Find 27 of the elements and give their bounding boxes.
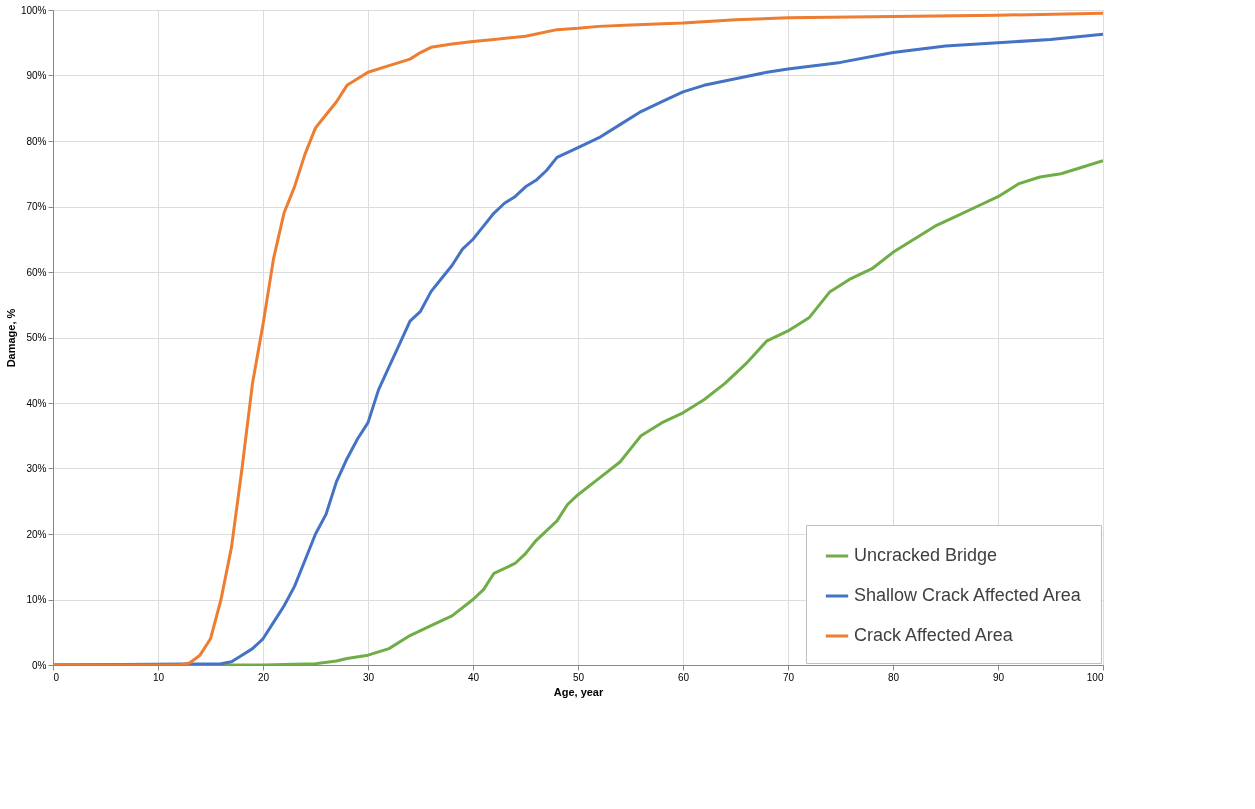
y-tick-label: 100% bbox=[20, 4, 47, 16]
y-tick-label: 50% bbox=[26, 332, 47, 343]
x-tick-label: 70 bbox=[782, 671, 795, 683]
x-tick-label: 0 bbox=[53, 671, 60, 683]
x-axis-title: Age, year bbox=[553, 685, 604, 698]
legend-label: Uncracked Bridge bbox=[854, 545, 998, 565]
y-tick-label: 70% bbox=[26, 201, 47, 212]
x-tick-label: 100 bbox=[1086, 671, 1104, 683]
x-tick-label: 90 bbox=[992, 671, 1005, 683]
x-tick-label: 30 bbox=[362, 671, 375, 683]
y-tick-label: 90% bbox=[26, 70, 47, 81]
y-axis-title: Damage, % bbox=[4, 308, 17, 368]
legend-label: Shallow Crack Affected Area bbox=[854, 585, 1082, 605]
y-tick-label: 40% bbox=[26, 397, 47, 409]
y-tick-label: 80% bbox=[26, 135, 47, 147]
y-tick-label: 0% bbox=[32, 659, 47, 671]
x-tick-label: 10 bbox=[152, 671, 165, 683]
x-tick-label: 80 bbox=[887, 671, 900, 683]
x-tick-label: 20 bbox=[257, 671, 270, 683]
x-tick-label: 50 bbox=[572, 671, 585, 683]
y-tick-label: 20% bbox=[26, 528, 47, 540]
y-tick-label: 30% bbox=[26, 463, 47, 474]
x-tick-label: 60 bbox=[677, 671, 690, 683]
y-tick-label: 10% bbox=[26, 594, 47, 605]
y-tick-label: 60% bbox=[26, 266, 47, 278]
legend-label: Crack Affected Area bbox=[854, 625, 1014, 645]
x-tick-label: 40 bbox=[467, 671, 480, 683]
